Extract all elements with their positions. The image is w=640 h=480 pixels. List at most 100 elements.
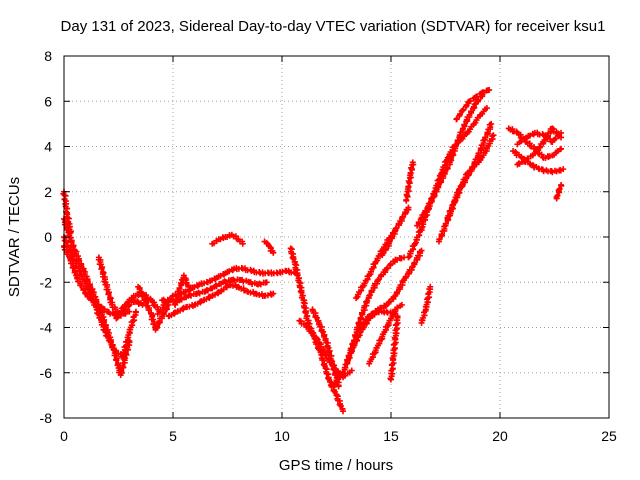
data-point-trail: [344, 340, 357, 364]
data-point-trail: [237, 238, 246, 245]
data-point: [560, 166, 567, 173]
data-point-trail: [212, 280, 225, 290]
series-track-2: [61, 234, 139, 360]
y-tick-label: -4: [40, 320, 53, 336]
series-track-14: [287, 245, 347, 415]
x-tick-label: 0: [60, 428, 68, 444]
data-point: [409, 159, 416, 166]
data-point-trail: [224, 266, 236, 276]
data-point-trail: [177, 294, 190, 303]
data-point-trail: [102, 281, 116, 306]
chart-title: Day 131 of 2023, Sidereal Day-to-day VTE…: [61, 18, 606, 35]
data-point: [335, 383, 342, 390]
data-point: [427, 283, 434, 290]
data-point-trail: [507, 126, 520, 135]
data-point-trail: [131, 298, 144, 307]
data-point-trail: [94, 307, 108, 334]
data-point-trail: [379, 322, 392, 338]
data-point-trail: [66, 230, 78, 253]
data-point: [483, 105, 490, 112]
series-track-27: [418, 283, 434, 326]
series-track-13: [261, 238, 277, 256]
data-point-trail: [474, 90, 485, 100]
data-point-trail: [103, 329, 117, 352]
data-point: [558, 145, 565, 152]
data-point-trail: [516, 136, 528, 146]
data-point-trail: [95, 256, 108, 285]
data-point-trail: [387, 357, 397, 382]
data-point-trail: [77, 268, 91, 291]
x-tick-label: 5: [169, 428, 177, 444]
y-tick-label: 4: [44, 139, 52, 155]
data-point-trail: [524, 140, 537, 150]
series-track-24: [403, 159, 417, 204]
y-tick-label: -6: [40, 365, 53, 381]
data-point: [132, 308, 139, 315]
series-track-7: [135, 283, 172, 333]
y-tick-label: -2: [40, 274, 53, 290]
data-point-trail: [123, 294, 136, 307]
data-point: [398, 301, 405, 308]
x-tick-label: 15: [383, 428, 399, 444]
data-point: [348, 367, 355, 374]
grid-lines: [64, 56, 609, 418]
plot-frame: [63, 55, 610, 419]
data-point-trail: [393, 278, 406, 297]
data-point-trail: [444, 201, 457, 221]
data-point-trail: [524, 152, 536, 162]
data-point-trail: [428, 188, 440, 205]
data-point-trail: [67, 257, 81, 279]
y-tick-label: 8: [44, 48, 52, 64]
data-point-trail: [447, 143, 459, 164]
series-track-32: [510, 148, 567, 176]
data-point: [340, 408, 347, 415]
data-point-trail: [366, 349, 379, 365]
y-tick-label: 0: [44, 229, 52, 245]
data-point-trail: [153, 315, 165, 331]
data-point-trail: [373, 335, 386, 351]
data-point-trail: [301, 300, 312, 324]
x-tick-label: 20: [492, 428, 508, 444]
data-point-trail: [464, 165, 476, 176]
data-point: [270, 290, 277, 297]
data-point: [558, 134, 565, 141]
data-point: [405, 254, 412, 261]
data-point-trail: [389, 336, 399, 361]
data-point: [113, 315, 120, 322]
data-point-trail: [109, 304, 121, 315]
data-point-trail: [63, 213, 74, 235]
series-track-25: [405, 105, 490, 261]
x-tick-label: 10: [274, 428, 290, 444]
series-track-21: [366, 301, 405, 367]
series-track-20: [357, 247, 425, 331]
y-tick-label: 2: [44, 184, 52, 200]
data-point-trail: [467, 94, 478, 104]
x-tick-label: 25: [601, 428, 617, 444]
series-track-34: [514, 125, 565, 168]
y-tick-label: 6: [44, 93, 52, 109]
data-point-trail: [413, 227, 425, 246]
series-track-11: [172, 272, 192, 308]
data-point: [394, 313, 401, 320]
data-point-trail: [436, 223, 448, 243]
data-point-trail: [285, 267, 298, 276]
data-point-trail: [418, 307, 429, 324]
data-point-trail: [550, 126, 563, 139]
x-axis-label: GPS time / hours: [279, 457, 393, 474]
data-point-trail: [83, 291, 99, 307]
data-point-trail: [218, 282, 231, 294]
data-point-trail: [119, 330, 133, 358]
data-point-trail: [405, 172, 414, 190]
data-point: [418, 224, 425, 231]
data-point-trail: [411, 248, 424, 268]
data-point-trail: [385, 294, 397, 306]
data-point-trail: [403, 186, 412, 203]
series-track-12: [209, 231, 246, 247]
y-tick-label: -8: [40, 410, 53, 426]
series-track-22: [379, 204, 412, 259]
data-point: [270, 249, 277, 256]
data-point-trail: [555, 182, 565, 194]
data-point-trail: [422, 286, 434, 310]
data-point-trail: [314, 336, 328, 357]
